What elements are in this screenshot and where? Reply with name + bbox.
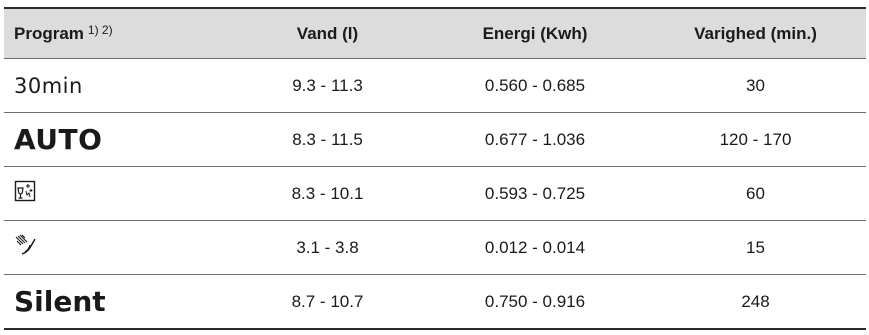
energy-cell: 0.677 - 1.036 [484, 129, 586, 149]
header-energy: Energi (Kwh) [482, 23, 588, 43]
header-program-footnotes: 1) 2) [87, 23, 113, 37]
table-top-rule [4, 7, 866, 9]
duration-cell: 248 [741, 291, 770, 311]
water-cell: 8.7 - 10.7 [291, 291, 364, 311]
program-silent-label: Silent [14, 285, 106, 318]
table-row: AUTO 8.3 - 11.5 0.677 - 1.036 120 - 170 [4, 113, 866, 167]
program-cell [4, 180, 230, 207]
header-water: Vand (l) [296, 23, 359, 43]
rinse-spray-icon [14, 234, 38, 261]
table-row: 3.1 - 3.8 0.012 - 0.014 15 [4, 221, 866, 275]
program-cell: Silent [4, 285, 230, 318]
duration-cell: 15 [746, 237, 765, 257]
water-cell: 8.3 - 11.5 [292, 129, 363, 149]
energy-cell: 0.012 - 0.014 [484, 237, 586, 257]
program-cell [4, 234, 230, 261]
table-row: 8.3 - 10.1 0.593 - 0.725 60 [4, 167, 866, 221]
duration-cell: 30 [746, 75, 765, 95]
program-cell: 30min [4, 74, 230, 98]
water-cell: 9.3 - 11.3 [292, 75, 363, 95]
program-30min-label: 30min [14, 73, 83, 98]
duration-cell: 120 - 170 [719, 129, 792, 149]
table-row: Silent 8.7 - 10.7 0.750 - 0.916 248 [4, 275, 866, 330]
energy-cell: 0.593 - 0.725 [484, 183, 586, 203]
program-cell: AUTO [4, 123, 230, 156]
header-program: Program 1) 2) [4, 23, 230, 44]
table-row: 30min 9.3 - 11.3 0.560 - 0.685 30 [4, 59, 866, 113]
header-duration: Varighed (min.) [694, 23, 817, 43]
water-cell: 3.1 - 3.8 [296, 237, 359, 257]
table-header-row: Program 1) 2) Vand (l) Energi (Kwh) Varig… [4, 9, 866, 59]
program-consumption-table: Program 1) 2) Vand (l) Energi (Kwh) Varig… [4, 7, 866, 330]
glass-sparkle-icon [14, 180, 36, 207]
header-program-label: Program [14, 24, 84, 43]
program-auto-label: AUTO [14, 123, 103, 156]
energy-cell: 0.560 - 0.685 [484, 75, 586, 95]
water-cell: 8.3 - 10.1 [291, 183, 364, 203]
duration-cell: 60 [746, 183, 765, 203]
energy-cell: 0.750 - 0.916 [484, 291, 586, 311]
